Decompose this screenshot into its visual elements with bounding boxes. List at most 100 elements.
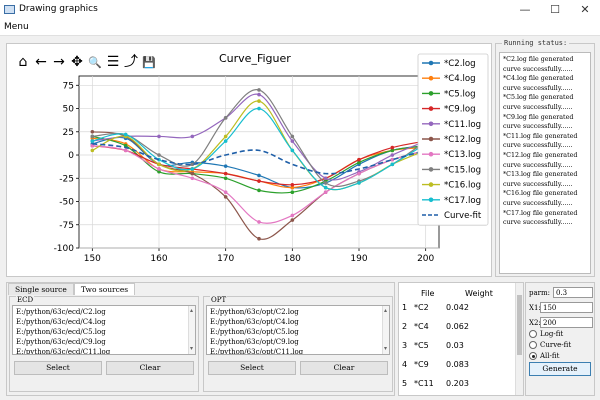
table-row[interactable]: 2 *C4 0.062 [399,322,517,341]
data-point-c17-log [357,181,361,185]
home-icon[interactable]: ⌂ [18,54,28,70]
table-row[interactable]: 4 *C9 0.083 [399,360,517,379]
all-fit-radio[interactable] [529,352,537,360]
curve-fit-label[interactable]: Curve-fit [540,341,572,349]
cell-weight[interactable]: 0.083 [446,360,469,369]
legend-label: *C4.log [444,74,476,84]
list-item[interactable]: E:/python/63c/ecd/C4.log [16,318,106,326]
list-item[interactable]: E:/python/63c/opt/C5.log [210,328,299,336]
opt-file-list[interactable]: E:/python/63c/opt/C2.log E:/python/63c/o… [206,305,390,355]
tab-two-sources[interactable]: Two sources [73,283,136,295]
table-row[interactable]: 3 *C5 0.03 [399,341,517,360]
list-item[interactable]: E:/python/63c/opt/C2.log [210,308,299,316]
list-item[interactable]: E:/python/63c/opt/C11.log [210,348,304,355]
cell-weight[interactable]: 0.042 [446,303,469,312]
menu-item-menu[interactable]: Menu [4,22,29,32]
cell-file[interactable]: *C5 [414,341,429,350]
data-point-c5-log [390,148,395,153]
data-point-c16-log [157,162,161,167]
status-line: *C12.log file generated [503,151,578,159]
data-point-c15-log [290,134,295,139]
data-point-c11-log [290,139,295,143]
data-point-c9-log [290,182,295,187]
table-scrollbar[interactable] [515,283,523,395]
ecd-file-list[interactable]: E:/python/63c/ecd/C2.log E:/python/63c/e… [12,305,196,355]
ecd-clear-button[interactable]: Clear [106,361,194,375]
data-point-c17-log [290,148,295,153]
column-header-weight[interactable]: Weight [465,289,493,298]
legend-marker [428,182,434,187]
status-line: curve successfully...... [503,65,573,73]
table-row[interactable]: 1 *C2 0.042 [399,303,517,322]
status-line: *C11.log file generated [503,132,578,140]
data-point-c12-log [90,129,95,134]
status-line: curve successfully...... [503,123,573,131]
list-item[interactable]: E:/python/63c/ecd/C11.log [16,348,111,355]
cell-weight[interactable]: 0.062 [446,322,469,331]
table-row[interactable]: 5 *C11 0.203 [399,379,517,395]
cell-file[interactable]: *C9 [414,360,429,369]
list-item[interactable]: E:/python/63c/ecd/C5.log [16,328,106,336]
legend-label: *C9.log [444,105,476,115]
minimize-button[interactable]: — [519,3,531,16]
opt-group: OPT E:/python/63c/opt/C2.log E:/python/6… [203,296,393,392]
tab-single-source[interactable]: Single source [8,283,74,295]
log-fit-radio[interactable] [529,330,537,338]
row-number: 5 [402,379,408,388]
status-title: Running status: [502,39,570,47]
generate-button[interactable]: Generate [529,362,591,376]
list-item[interactable]: E:/python/63c/ecd/C9.log [16,338,106,346]
close-button[interactable]: ✕ [580,3,590,16]
opt-select-button[interactable]: Select [208,361,296,375]
data-point-c13-log [190,176,195,181]
data-point-c13-log [257,220,261,224]
zoom-icon[interactable]: 🔍 [88,55,102,69]
data-point-c5-log [157,169,161,174]
curve-fit-radio[interactable] [529,341,537,349]
x-tick-label: 190 [350,254,367,264]
table-scroll-thumb[interactable] [517,295,522,355]
legend-label: *C16.log [444,181,481,191]
edit-curve-icon[interactable]: ⤴ [124,54,138,70]
ecd-scrollbar[interactable] [188,306,195,354]
data-point-c16-log [223,134,228,139]
legend-label: *C15.log [444,165,481,175]
opt-clear-button[interactable]: Clear [300,361,388,375]
configure-icon[interactable]: ☰ [106,54,120,70]
opt-scrollbar[interactable] [382,306,389,354]
ecd-group: ECD E:/python/63c/ecd/C2.log E:/python/6… [9,296,199,392]
cell-file[interactable]: *C11 [414,379,434,388]
parm-input[interactable] [553,287,593,298]
save-icon[interactable]: 💾 [142,55,156,69]
y-tick-label: 50 [63,105,75,115]
list-item[interactable]: E:/python/63c/opt/C4.log [210,318,299,326]
cell-weight[interactable]: 0.203 [446,379,469,388]
pan-icon[interactable]: ✥ [71,54,83,70]
row-number: 3 [402,341,408,350]
x2-input[interactable] [540,317,593,328]
data-point-c17-log [123,132,128,137]
column-header-file[interactable]: File [421,289,435,298]
log-fit-label[interactable]: Log-fit [540,330,564,338]
forward-icon[interactable]: → [53,54,65,70]
cell-file[interactable]: *C2 [414,303,429,312]
weight-table[interactable]: File Weight 1 *C2 0.042 2 *C4 0.062 3 *C… [398,282,524,396]
list-item[interactable]: E:/python/63c/opt/C9.log [210,338,299,346]
data-point-c12-log [257,236,261,241]
all-fit-label[interactable]: All-fit [540,352,560,360]
x1-input[interactable] [540,302,593,313]
line-chart[interactable]: 150 160 170 180 190 200 -100 -75 -50 -25 0 25 50 75 *C… [7,44,493,278]
legend-marker [428,197,434,203]
legend-label: *C17.log [444,196,481,206]
row-number: 2 [402,322,408,331]
list-item[interactable]: E:/python/63c/ecd/C2.log [16,308,106,316]
data-point-c13-log [290,213,295,218]
cell-file[interactable]: *C4 [414,322,429,331]
maximize-button[interactable]: ☐ [550,3,560,16]
data-point-c13-log [123,148,128,153]
back-icon[interactable]: ← [35,54,47,70]
cell-weight[interactable]: 0.03 [446,341,464,350]
data-point-c11-log [257,92,261,97]
ecd-select-button[interactable]: Select [14,361,102,375]
legend-label: *C12.log [444,135,481,145]
